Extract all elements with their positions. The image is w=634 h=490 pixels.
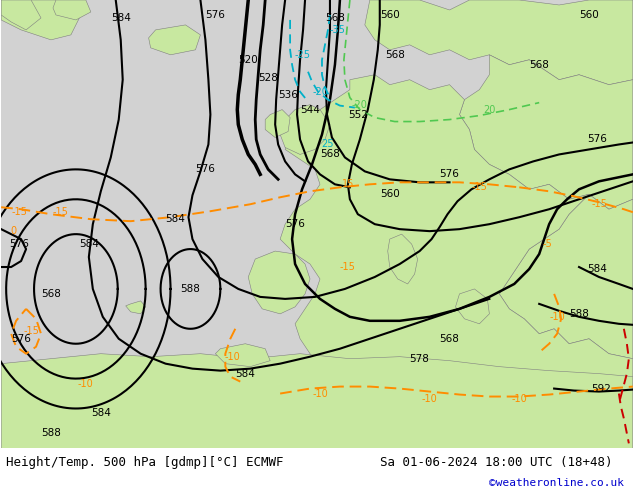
Text: -15: -15 xyxy=(472,182,488,192)
Text: 576: 576 xyxy=(587,134,607,145)
Polygon shape xyxy=(249,251,310,314)
Polygon shape xyxy=(148,25,200,55)
Text: 568: 568 xyxy=(385,50,404,60)
Text: 584: 584 xyxy=(587,264,607,274)
Text: 560: 560 xyxy=(380,10,399,20)
Text: 560: 560 xyxy=(380,189,399,199)
Text: ©weatheronline.co.uk: ©weatheronline.co.uk xyxy=(489,477,624,488)
Text: 528: 528 xyxy=(258,73,278,83)
Polygon shape xyxy=(126,301,146,314)
Polygon shape xyxy=(265,110,290,138)
Text: 584: 584 xyxy=(91,409,111,418)
Text: -25: -25 xyxy=(294,50,310,60)
Text: 568: 568 xyxy=(439,334,460,344)
Text: -35: -35 xyxy=(330,25,346,35)
Text: -10: -10 xyxy=(422,393,437,404)
Text: -10: -10 xyxy=(549,312,565,322)
Text: 544: 544 xyxy=(300,104,320,115)
Text: 578: 578 xyxy=(410,354,430,364)
Text: 568: 568 xyxy=(320,149,340,159)
Text: 552: 552 xyxy=(348,110,368,120)
Text: -15: -15 xyxy=(53,207,69,217)
Polygon shape xyxy=(53,0,91,20)
Text: 536: 536 xyxy=(278,90,298,99)
Text: Sa 01-06-2024 18:00 UTC (18+48): Sa 01-06-2024 18:00 UTC (18+48) xyxy=(380,456,613,469)
Text: -10: -10 xyxy=(78,379,94,389)
Text: -5: -5 xyxy=(542,239,552,249)
Text: -20: -20 xyxy=(352,99,368,110)
Polygon shape xyxy=(280,75,633,448)
Text: -15: -15 xyxy=(23,326,39,336)
Text: 576: 576 xyxy=(9,239,29,249)
Text: 584: 584 xyxy=(79,239,99,249)
Polygon shape xyxy=(365,0,633,85)
Text: -15: -15 xyxy=(591,199,607,209)
Polygon shape xyxy=(388,234,418,284)
Text: 20: 20 xyxy=(483,104,496,115)
Polygon shape xyxy=(500,194,633,359)
Text: 588: 588 xyxy=(181,284,200,294)
Text: 576: 576 xyxy=(195,164,216,174)
Text: 25: 25 xyxy=(321,140,334,149)
Text: 568: 568 xyxy=(41,289,61,299)
Polygon shape xyxy=(455,289,489,324)
Text: 592: 592 xyxy=(591,384,611,393)
Text: 0: 0 xyxy=(10,226,16,236)
Text: 584: 584 xyxy=(111,13,131,23)
Text: 520: 520 xyxy=(238,55,258,65)
Text: -15: -15 xyxy=(340,262,356,272)
Text: 588: 588 xyxy=(569,309,589,319)
Text: -10: -10 xyxy=(312,389,328,398)
Text: -10: -10 xyxy=(224,352,240,362)
Text: 584: 584 xyxy=(235,368,256,379)
Polygon shape xyxy=(1,0,81,40)
Text: 568: 568 xyxy=(529,60,549,70)
Polygon shape xyxy=(280,105,330,154)
Text: -20: -20 xyxy=(312,87,328,97)
Text: 568: 568 xyxy=(325,13,345,23)
Text: -15: -15 xyxy=(11,207,27,217)
Text: 576: 576 xyxy=(205,10,225,20)
Polygon shape xyxy=(1,0,41,30)
Text: 576: 576 xyxy=(439,170,460,179)
Text: 584: 584 xyxy=(165,214,186,224)
Text: -10: -10 xyxy=(512,393,527,404)
Text: 588: 588 xyxy=(41,428,61,439)
Text: 576: 576 xyxy=(285,219,305,229)
Text: 560: 560 xyxy=(579,10,599,20)
Polygon shape xyxy=(216,344,270,367)
Text: 15: 15 xyxy=(342,179,354,189)
Text: 576: 576 xyxy=(11,334,31,344)
Polygon shape xyxy=(460,55,633,209)
Text: Height/Temp. 500 hPa [gdmp][°C] ECMWF: Height/Temp. 500 hPa [gdmp][°C] ECMWF xyxy=(6,456,284,469)
Polygon shape xyxy=(1,354,633,448)
